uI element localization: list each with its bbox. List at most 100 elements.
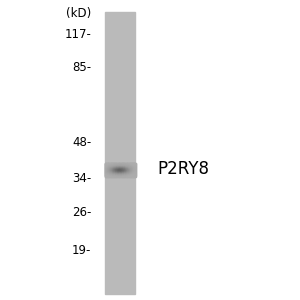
Text: 85-: 85- [72,61,92,74]
Bar [130,170,131,171]
Bar [105,168,106,169]
Bar [130,168,131,169]
Bar [132,164,133,165]
Bar [135,170,136,171]
Bar [117,175,118,176]
Bar [125,166,126,167]
Bar [133,163,134,164]
Bar [109,169,110,170]
Bar [111,166,112,167]
Bar [118,174,119,175]
Bar [117,172,118,173]
Bar [113,166,114,167]
Bar [116,175,117,176]
Bar [132,172,133,173]
Bar [113,173,114,174]
Bar [117,168,118,169]
Bar [108,172,109,173]
Bar [129,168,130,169]
Bar [124,164,125,165]
Bar [121,164,122,165]
Bar [129,175,130,176]
Bar [112,165,113,166]
Bar [117,175,118,176]
Bar [108,169,109,170]
Bar [106,164,107,165]
Bar [116,166,117,167]
Bar [112,169,113,170]
Bar [133,169,134,170]
Bar [127,168,128,169]
Bar [131,167,132,168]
Bar [127,171,128,172]
Bar [109,170,110,171]
Bar [120,174,121,175]
Bar [127,175,128,176]
Bar [114,174,115,175]
Bar [123,173,124,174]
Bar [125,176,126,177]
Bar [122,168,123,169]
Bar [133,164,134,165]
Bar [130,165,131,166]
Bar [133,174,134,175]
Bar [119,170,120,171]
Bar [120,163,121,164]
Bar [117,176,118,177]
Bar [108,168,109,169]
Bar [129,167,130,168]
Bar [112,176,113,177]
Bar [130,170,131,171]
Bar [116,171,117,172]
Bar [125,176,126,177]
Bar [125,163,126,164]
Bar [114,171,115,172]
Bar [115,171,116,172]
Bar [130,174,131,175]
Bar [124,164,125,165]
Bar [116,172,117,173]
Bar [116,164,117,165]
Bar [128,174,129,175]
Bar [115,165,116,166]
Bar [118,170,119,171]
Bar [118,171,119,172]
Bar [105,168,106,169]
Bar [113,168,114,169]
Bar [121,171,122,172]
Bar [108,176,109,177]
Bar [123,163,124,164]
Bar [123,168,124,169]
Bar [123,168,124,169]
Bar [132,170,133,171]
Bar [130,164,131,165]
Bar [125,170,126,171]
Bar [113,170,114,171]
Bar [120,173,121,174]
Bar [130,168,131,169]
Bar [128,174,129,175]
Bar [117,167,118,168]
Bar [123,167,124,168]
Bar [112,166,113,167]
Bar [129,174,130,175]
Bar [131,167,132,168]
Bar [108,168,109,169]
Bar [106,168,107,169]
Bar [134,167,135,168]
Bar [120,170,121,171]
Bar [128,168,129,169]
Bar [130,167,131,168]
Bar [105,176,106,177]
Bar [110,176,111,177]
Bar [110,165,111,166]
Bar [125,174,126,175]
Bar [108,174,109,175]
Bar [107,163,108,164]
Bar [131,174,132,175]
Bar [114,163,115,164]
Bar [133,163,134,164]
Bar [110,169,111,170]
Bar [121,164,122,165]
Bar [116,167,117,168]
